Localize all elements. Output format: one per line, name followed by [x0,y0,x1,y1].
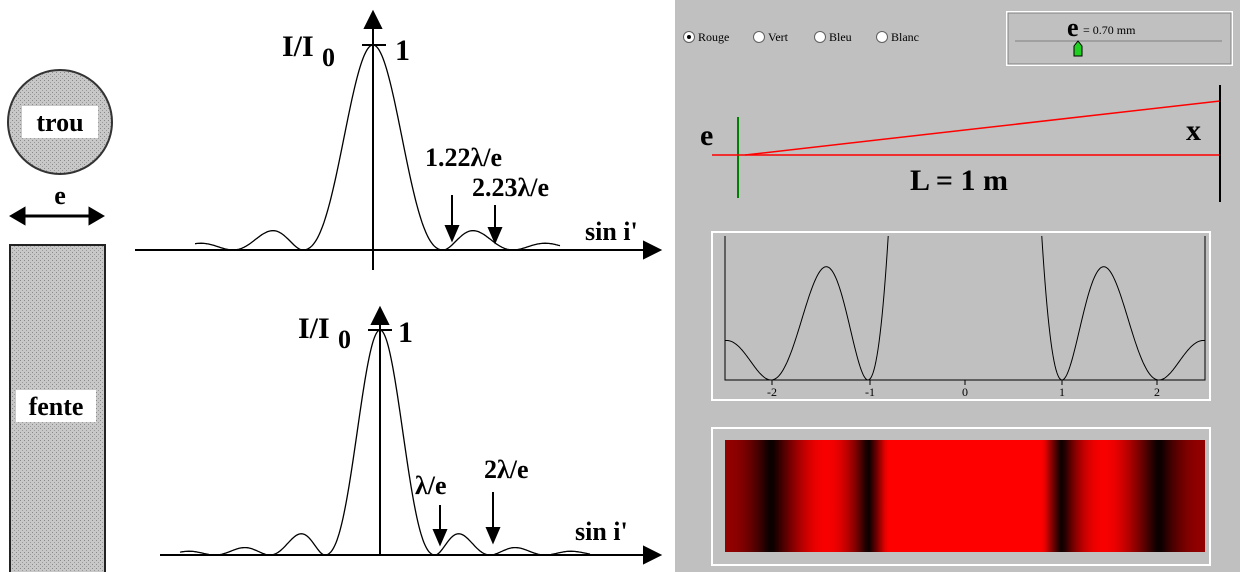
slider-box [1006,11,1233,66]
slider-thumb[interactable] [1073,40,1083,57]
x-label: sin i' [575,517,628,546]
distance-label: L = 1 m [910,164,1008,197]
radio-group[interactable]: Rouge Vert Bleu Blanc [683,30,920,44]
axes [135,9,663,270]
marker-label: 1.22λ/e [425,143,502,172]
width-arrow [9,206,105,226]
width-label: e [54,181,66,210]
intensity-curve [725,236,1205,381]
y-sub: 0 [338,325,351,354]
y-label: I/I [298,312,330,345]
radio[interactable] [753,31,765,43]
intensity-curve [194,44,561,251]
marker-label: 2.23λ/e [472,173,549,202]
marker-label: 2λ/e [484,455,529,484]
slider-value: = 0.70 mm [1083,23,1136,37]
label-box [16,390,96,422]
tick-label: 2 [1154,385,1160,399]
plot-box [711,231,1211,401]
radio-label: Bleu [829,30,852,44]
radio[interactable] [876,31,888,43]
screen-symbol: x [1186,114,1201,147]
intensity-curve [179,329,591,556]
tick-label: 0 [962,385,968,399]
slider-symbol: e [1067,13,1079,42]
radio-label: Vert [768,30,789,44]
markers [368,329,501,547]
label-box [22,106,98,138]
axes [160,305,663,565]
peak-label: 1 [398,316,413,349]
radio-dot [687,35,691,39]
radio[interactable] [814,31,826,43]
radio-label: Rouge [698,30,729,44]
tick-label: -2 [767,385,777,399]
tick-label: -1 [865,385,875,399]
y-sub: 0 [322,43,335,72]
tick-label: 1 [1059,385,1065,399]
diffraction-pattern [725,440,1205,552]
marker-label: λ/e [415,471,447,500]
slit-label: fente [29,392,84,421]
slider-frame [1007,12,1232,65]
ticks: -2 -1 0 1 2 [767,380,1160,399]
y-label: I/I [282,30,314,63]
hole-label: trou [36,108,83,137]
slit-symbol: e [700,119,713,152]
x-label: sin i' [585,217,638,246]
radio-label: Blanc [891,30,919,44]
ray [744,100,1221,156]
peak-label: 1 [395,34,410,67]
